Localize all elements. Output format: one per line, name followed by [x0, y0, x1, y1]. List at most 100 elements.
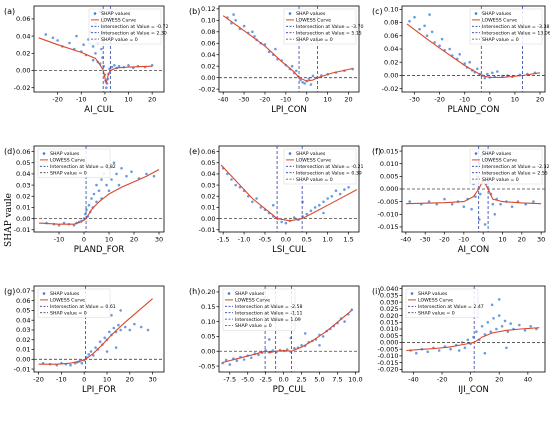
shap-point — [80, 361, 84, 365]
y-tick-label: 0.03 — [16, 326, 30, 334]
x-tick-label: -0.5 — [259, 236, 272, 244]
y-tick-label: 0.03 — [201, 181, 215, 189]
panel-6: -40 -30 -20 -10 0 10 20 30 -0.015 -0.010 -0.005 0.0… — [372, 145, 550, 255]
shap-point — [91, 45, 95, 48]
shap-point — [449, 347, 452, 351]
legend-entry: LOWESS Curve — [50, 158, 85, 164]
y-tick-label: 0.000 — [380, 339, 399, 347]
y-tick-label: 0.05 — [201, 333, 215, 341]
shap-point — [110, 65, 114, 69]
shap-point — [139, 325, 143, 329]
x-tick-label: 20 — [148, 96, 156, 104]
global-y-axis-label: SHAP vaule — [2, 193, 16, 247]
shap-point — [224, 358, 228, 362]
y-tick-label: 0.02 — [16, 192, 30, 200]
shap-point — [430, 30, 434, 34]
shap-point — [343, 188, 346, 191]
shap-point — [87, 203, 91, 207]
x-axis-label: IJI_CON — [458, 385, 489, 395]
lowess-curve — [406, 327, 540, 352]
shap-point — [133, 322, 136, 326]
panel-label: (c) — [372, 7, 383, 16]
x-axis-label: PLAND_FOR — [74, 245, 125, 255]
y-tick-label: -0.01 — [14, 226, 31, 234]
shap-point — [251, 200, 254, 204]
x-tick-label: -1.0 — [238, 236, 251, 244]
shap-point — [94, 346, 97, 349]
shap-point — [253, 35, 256, 38]
y-tick-label: 0.12 — [201, 5, 215, 13]
legend-entry: Intersection at Value = -0.72 — [101, 24, 169, 30]
legend-entry: SHAP value = 0 — [50, 170, 87, 176]
legend-entry: SHAP values — [296, 151, 326, 157]
legend-entry: Intersection at Value = 0.61 — [50, 304, 116, 310]
panel-4: -10 0 10 20 30 -0.01 0.00 0.01 0.02 0.03 0.04 0.05 0… — [4, 145, 165, 255]
shap-point — [418, 27, 421, 31]
shap-point — [112, 326, 116, 330]
shap-point — [274, 47, 277, 51]
y-tick-label: 0.10 — [201, 17, 215, 25]
plot-area — [34, 146, 164, 232]
shap-point — [500, 325, 504, 328]
shap-point — [489, 330, 493, 334]
shap-point — [280, 220, 284, 224]
legend-entry: LOWESS Curve — [482, 18, 517, 24]
shap-point — [495, 327, 498, 331]
shap-point — [285, 348, 289, 351]
shap-point — [505, 346, 508, 350]
shap-point — [532, 200, 535, 203]
lowess-curve — [38, 37, 153, 84]
shap-point — [255, 197, 258, 200]
shap-point — [290, 64, 294, 68]
y-tick-label: 0.010 — [380, 325, 399, 333]
shap-point — [492, 317, 495, 320]
shap-point — [311, 74, 315, 78]
shap-point — [475, 330, 478, 334]
shap-point — [130, 170, 133, 173]
x-tick-label: 20 — [518, 236, 526, 244]
legend-entry: Intersection at Value = 1.09 — [235, 317, 301, 323]
shap-point — [94, 52, 97, 55]
legend-entry: Intersection at Value = 2.47 — [418, 304, 484, 310]
x-tick-label: 20 — [495, 376, 503, 384]
shap-point — [318, 344, 321, 347]
shap-point — [338, 192, 342, 196]
shap-point — [437, 349, 441, 352]
x-tick-label: 10 — [324, 96, 332, 104]
y-tick-label: 0.04 — [384, 45, 398, 53]
x-tick-label: 0 — [481, 236, 485, 244]
x-tick-label: -10 — [459, 96, 470, 104]
shap-point — [493, 213, 497, 216]
x-tick-label: -5.0 — [241, 376, 254, 384]
legend-entry: Intersection at Value = -2.32 — [482, 164, 550, 170]
shap-point — [51, 36, 55, 40]
shap-point — [415, 351, 418, 355]
panel-label: (f) — [372, 147, 381, 156]
legend-entry: SHAP values — [418, 291, 448, 297]
shap-point — [69, 363, 72, 367]
y-tick-label: 0.06 — [201, 39, 215, 47]
x-tick-label: 1.0 — [322, 236, 332, 244]
plot-area — [402, 286, 545, 372]
shap-point — [95, 183, 98, 187]
shap-point — [250, 356, 253, 360]
x-tick-label: 10.0 — [348, 376, 362, 384]
y-tick-label: 0.06 — [201, 148, 215, 156]
shap-point — [268, 338, 271, 341]
x-tick-label: 0.0 — [281, 236, 291, 244]
shap-point — [105, 86, 108, 89]
shap-point — [322, 200, 325, 204]
shap-point — [457, 349, 461, 352]
legend-swatch-points — [288, 12, 292, 15]
y-tick-label: 0.04 — [16, 316, 30, 324]
x-tick-label: 2.5 — [296, 376, 306, 384]
shap-point — [425, 34, 429, 38]
shap-point — [491, 71, 494, 75]
shap-point — [56, 39, 59, 42]
shap-point — [113, 64, 116, 67]
shap-point — [100, 178, 103, 181]
plot-area — [219, 6, 359, 92]
